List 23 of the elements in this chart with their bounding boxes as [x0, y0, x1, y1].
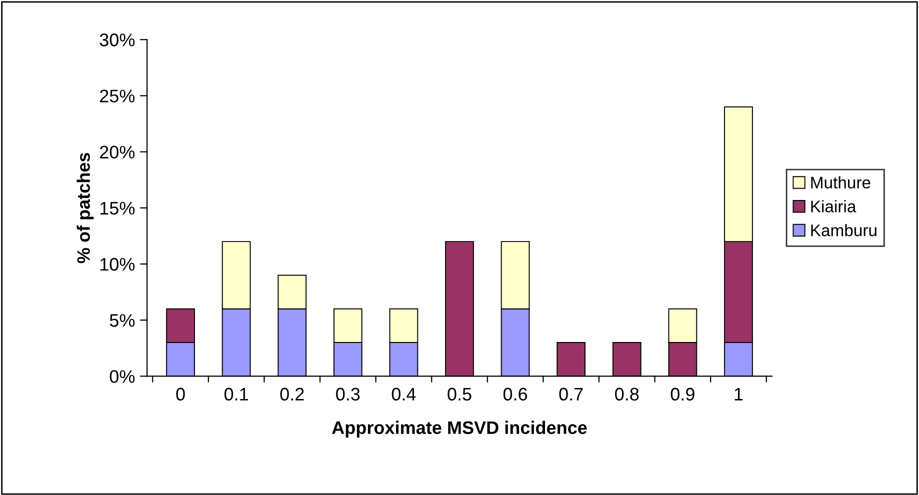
legend-label: Kamburu	[811, 224, 876, 236]
y-tick-label: 30%	[100, 34, 135, 46]
x-tick-label: 0.4	[392, 388, 416, 401]
y-tick-label: 20%	[100, 146, 135, 159]
x-tick-label: 0.1	[224, 388, 248, 401]
x-tick-label: 1	[734, 388, 743, 400]
x-tick-label: 0.5	[448, 388, 472, 401]
y-tick-label: 10%	[100, 258, 135, 271]
x-tick-label: 0	[176, 388, 185, 401]
y-tick-label: 5%	[110, 314, 135, 327]
x-tick-label: 0.8	[615, 388, 639, 401]
x-tick-label: 0.3	[336, 388, 360, 401]
legend-label: Kiairia	[811, 200, 856, 212]
x-tick-label: 0.2	[280, 388, 304, 401]
y-tick-label: 15%	[100, 202, 135, 215]
y-axis-title: % of patches	[76, 152, 94, 264]
x-tick-label: 0.6	[503, 388, 528, 401]
legend-label: Muthure	[811, 176, 870, 189]
x-axis-title: Approximate MSVD incidence	[332, 420, 587, 438]
y-tick-label: 0%	[110, 370, 135, 383]
y-tick-label: 25%	[100, 90, 135, 102]
x-tick-label: 0.7	[559, 388, 583, 401]
x-tick-label: 0.9	[670, 388, 694, 401]
